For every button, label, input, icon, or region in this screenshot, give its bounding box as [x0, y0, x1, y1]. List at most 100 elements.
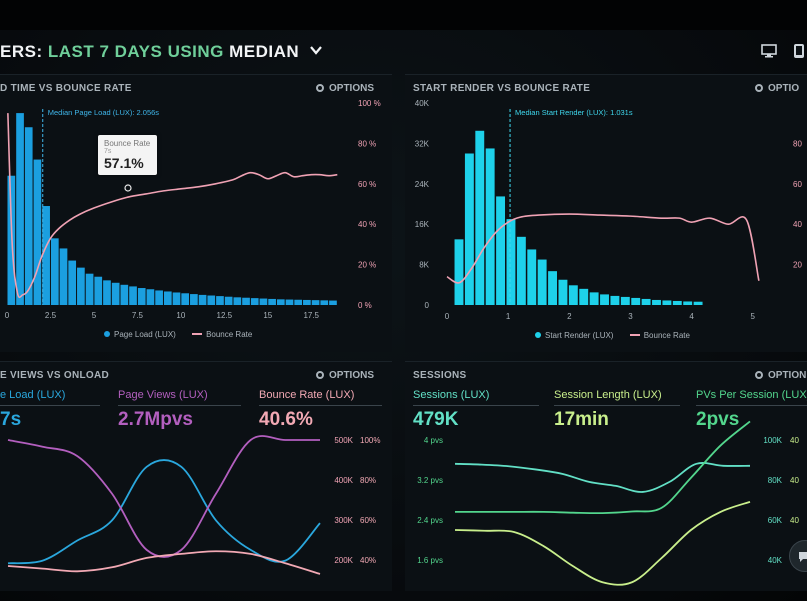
metric-divider	[0, 405, 100, 406]
x-tick-label: 0	[5, 311, 10, 320]
page-title[interactable]: ERS: LAST 7 DAYS USING MEDIAN	[0, 42, 323, 62]
start-render-bar	[600, 294, 609, 305]
series-line	[7, 435, 320, 558]
panel-pageviews-vs-onload: E VIEWS VS ONLOAD OPTIONS e Load (LUX) 7…	[0, 361, 392, 591]
mobile-icon[interactable]	[791, 44, 807, 58]
y-right-tick-label: 40	[790, 436, 799, 445]
series-line	[454, 462, 751, 493]
x-tick-label: 2	[567, 312, 572, 321]
x-tick-label: 5	[751, 312, 756, 321]
page-load-bar	[77, 267, 85, 305]
metric-divider	[413, 405, 539, 406]
desktop-icon[interactable]	[760, 44, 777, 58]
top-bezel	[0, 0, 807, 30]
title-stat[interactable]: MEDIAN	[229, 42, 300, 61]
y-right-tick-label: 80%	[360, 476, 376, 485]
page-load-bar	[68, 260, 77, 305]
y-right-tick-label: 80 %	[358, 139, 376, 148]
gear-icon	[755, 371, 763, 379]
start-render-bar	[537, 259, 547, 305]
y-right-tick-label: 80K	[768, 476, 783, 485]
gear-icon	[755, 84, 763, 92]
load-bounce-chart[interactable]: Median Page Load (LUX): 2.056s 0 2.5 5 7.5 10…	[0, 75, 392, 353]
chart-legend: Page Load (LUX) Bounce Rate	[104, 330, 252, 339]
start-render-bar	[568, 285, 578, 305]
start-render-bar	[506, 219, 516, 305]
y-right-tick-label: 40	[790, 476, 799, 485]
pageviews-onload-chart[interactable]: 500K 400K 300K 200K 100% 80% 60% 40%	[0, 362, 392, 592]
series-line	[454, 420, 751, 515]
page-load-bar	[33, 159, 42, 305]
x-tick-label: 7.5	[132, 311, 144, 320]
y-right-tick-label: 60 %	[358, 180, 376, 189]
chevron-down-icon[interactable]	[310, 44, 323, 56]
page-load-bar	[103, 280, 111, 305]
render-bounce-chart[interactable]: Median Start Render (LUX): 1.031s 0 1 2 3 4 5 4…	[405, 75, 807, 353]
panel-title: SESSIONS	[413, 370, 467, 381]
start-render-bar	[464, 153, 474, 305]
start-render-bar	[579, 288, 589, 305]
sessions-chart[interactable]: 4 pvs 3.2 pvs 2.4 pvs 1.6 pvs 100K 80K 60K 40K 4…	[405, 362, 807, 592]
x-tick-label: 15	[263, 311, 272, 320]
device-toggle	[751, 44, 807, 63]
x-tick-label: 1	[506, 312, 511, 321]
title-range[interactable]: LAST 7 DAYS	[47, 42, 163, 61]
y-right-tick-label: 100%	[360, 436, 380, 445]
page-load-bar	[190, 294, 198, 305]
page-load-bar	[120, 284, 129, 305]
y-right-tick-label: 60%	[360, 516, 376, 525]
bounce-rate-line	[446, 213, 760, 284]
x-tick-label: 10	[176, 311, 185, 320]
y-right-tick-label: 300K	[334, 516, 353, 525]
metric-label-load: e Load (LUX)	[0, 389, 66, 401]
panel-title: D TIME VS BOUNCE RATE	[0, 83, 132, 94]
y-left-tick-label: 24K	[415, 180, 430, 189]
dashboard-header: ERS: LAST 7 DAYS USING MEDIAN	[0, 38, 807, 68]
page-load-bar	[303, 299, 311, 305]
page-load-bar	[85, 273, 94, 305]
start-render-bar	[610, 295, 620, 305]
start-render-bar	[662, 300, 672, 305]
legend-dot-start-render	[535, 332, 541, 338]
page-load-bar	[111, 282, 120, 305]
page-load-bar	[276, 299, 285, 305]
options-button[interactable]: OPTIO	[755, 83, 799, 94]
y-right-tick-label: 100K	[763, 436, 782, 445]
title-prefix: ERS:	[0, 42, 43, 61]
y-right-tick-label: 40 %	[358, 220, 376, 229]
start-render-bar	[652, 299, 661, 305]
chat-icon	[799, 552, 807, 562]
page-load-bar	[285, 299, 294, 305]
options-label: OPTIONS	[329, 370, 375, 381]
y-left-tick-label: 4 pvs	[424, 436, 443, 445]
legend-line-label[interactable]: Bounce Rate	[206, 330, 253, 339]
options-button[interactable]: OPTIONS	[316, 370, 374, 381]
page-load-bar	[94, 276, 103, 305]
options-label: OPTIO	[768, 83, 800, 94]
y-right-tick-label: 40	[793, 220, 802, 229]
gear-icon	[316, 371, 324, 379]
y-right-tick-label: 200K	[334, 556, 353, 565]
page-load-bar	[155, 290, 163, 305]
metric-value-pageviews: 2.7Mpvs	[118, 409, 193, 430]
page-load-bar	[268, 298, 276, 305]
metric-label-sessions: Sessions (LUX)	[413, 389, 490, 401]
x-tick-label: 17.5	[303, 311, 319, 320]
start-render-bar	[693, 301, 703, 305]
legend-bars-label[interactable]: Start Render (LUX)	[545, 331, 614, 340]
metric-label-session-length: Session Length (LUX)	[554, 389, 662, 401]
page-load-bar	[50, 238, 59, 305]
y-left-tick-label: 32K	[415, 139, 430, 148]
page-load-bar	[16, 113, 24, 305]
median-label: Median Start Render (LUX): 1.031s	[515, 108, 633, 117]
y-left-tick-label: 8K	[419, 261, 429, 270]
start-render-bar	[589, 292, 599, 305]
y-right-tick-label: 400K	[334, 476, 353, 485]
options-button[interactable]: OPTION	[755, 370, 806, 381]
metric-label-bounce: Bounce Rate (LUX)	[259, 389, 355, 401]
legend-bars-label[interactable]: Page Load (LUX)	[114, 330, 176, 339]
legend-line-label[interactable]: Bounce Rate	[643, 331, 690, 340]
options-button[interactable]: OPTIONS	[316, 83, 374, 94]
options-label: OPTION	[768, 370, 807, 381]
tooltip-value: 57.1%	[104, 155, 144, 171]
